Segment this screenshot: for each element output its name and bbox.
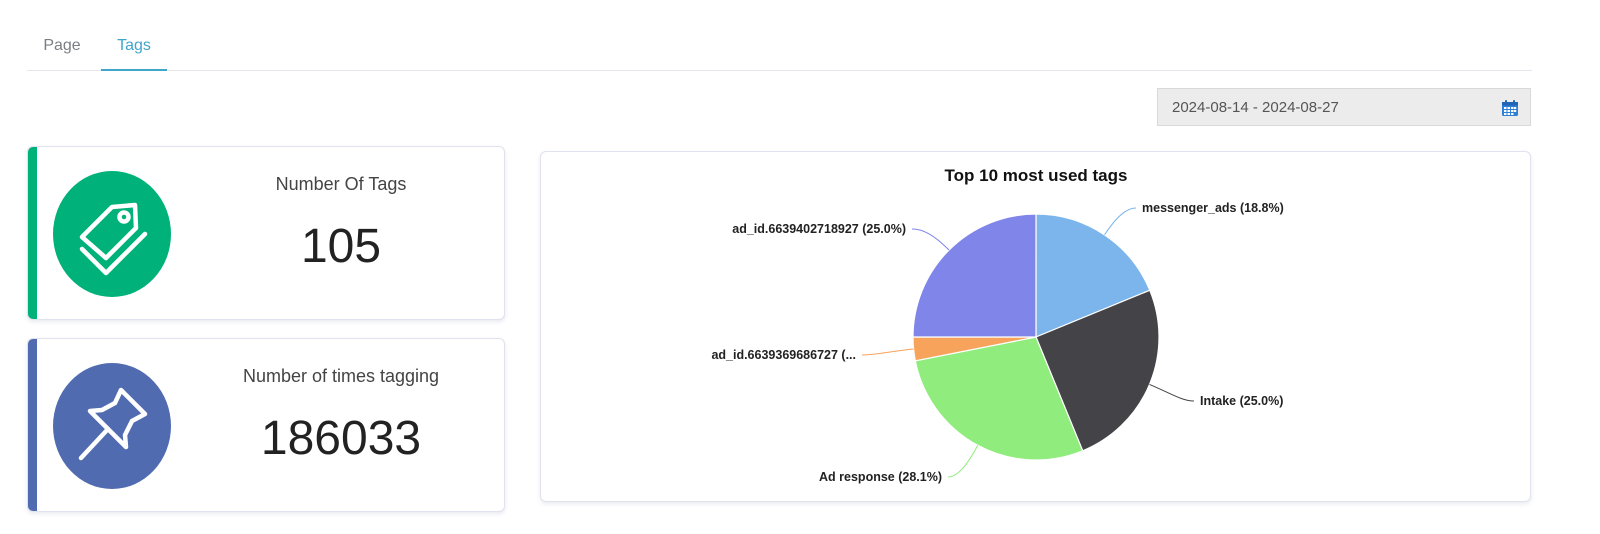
card-accent <box>28 339 37 511</box>
pie-slice-ad-id-6639402718927[interactable] <box>912 213 1037 338</box>
pie-connector <box>1149 383 1195 402</box>
date-range-picker[interactable]: 2024-08-14 - 2024-08-27 <box>1157 88 1531 126</box>
tags-icon-circle <box>53 171 171 297</box>
pie-connector <box>911 228 950 251</box>
pie-connector <box>861 348 914 356</box>
pie-label: Intake (25.0%) <box>1200 394 1283 408</box>
pie-label: ad_id.6639369686727 (... <box>711 348 856 362</box>
pie-connector <box>1104 207 1137 236</box>
pie-label: messenger_ads (18.8%) <box>1142 201 1284 215</box>
tab-bar: Page Tags <box>27 26 1532 71</box>
number-of-tags-value: 105 <box>300 220 382 273</box>
pie-label: ad_id.6639402718927 (25.0%) <box>732 222 906 236</box>
pushpin-icon-circle <box>53 363 171 489</box>
number-of-tags-card: Number Of Tags 105 <box>27 146 505 320</box>
number-of-tags-label: Number Of Tags <box>275 174 407 194</box>
pushpin-icon <box>78 387 148 461</box>
tab-page[interactable]: Page <box>43 37 81 54</box>
date-range-value: 2024-08-14 - 2024-08-27 <box>1172 99 1339 116</box>
top-tags-chart-card: Top 10 most used tags messenger_ads (18.… <box>540 151 1531 502</box>
top-tags-pie-chart: Top 10 most used tags messenger_ads (18.… <box>711 166 1284 484</box>
number-of-times-tagging-value: 186033 <box>260 412 422 465</box>
number-of-times-tagging-card: Number of times tagging 186033 <box>27 338 505 512</box>
tags-icon <box>79 202 148 276</box>
pie-slice-messenger-ads[interactable] <box>1035 213 1151 338</box>
tab-tags[interactable]: Tags <box>101 26 167 71</box>
pie-label: Ad response (28.1%) <box>819 470 942 484</box>
pie-slice-ad-response[interactable] <box>914 336 1084 461</box>
pie-connector <box>947 445 979 478</box>
calendar-icon[interactable] <box>1501 99 1519 117</box>
card-accent <box>28 147 37 319</box>
chart-title: Top 10 most used tags <box>945 166 1128 185</box>
number-of-times-tagging-label: Number of times tagging <box>242 366 440 386</box>
